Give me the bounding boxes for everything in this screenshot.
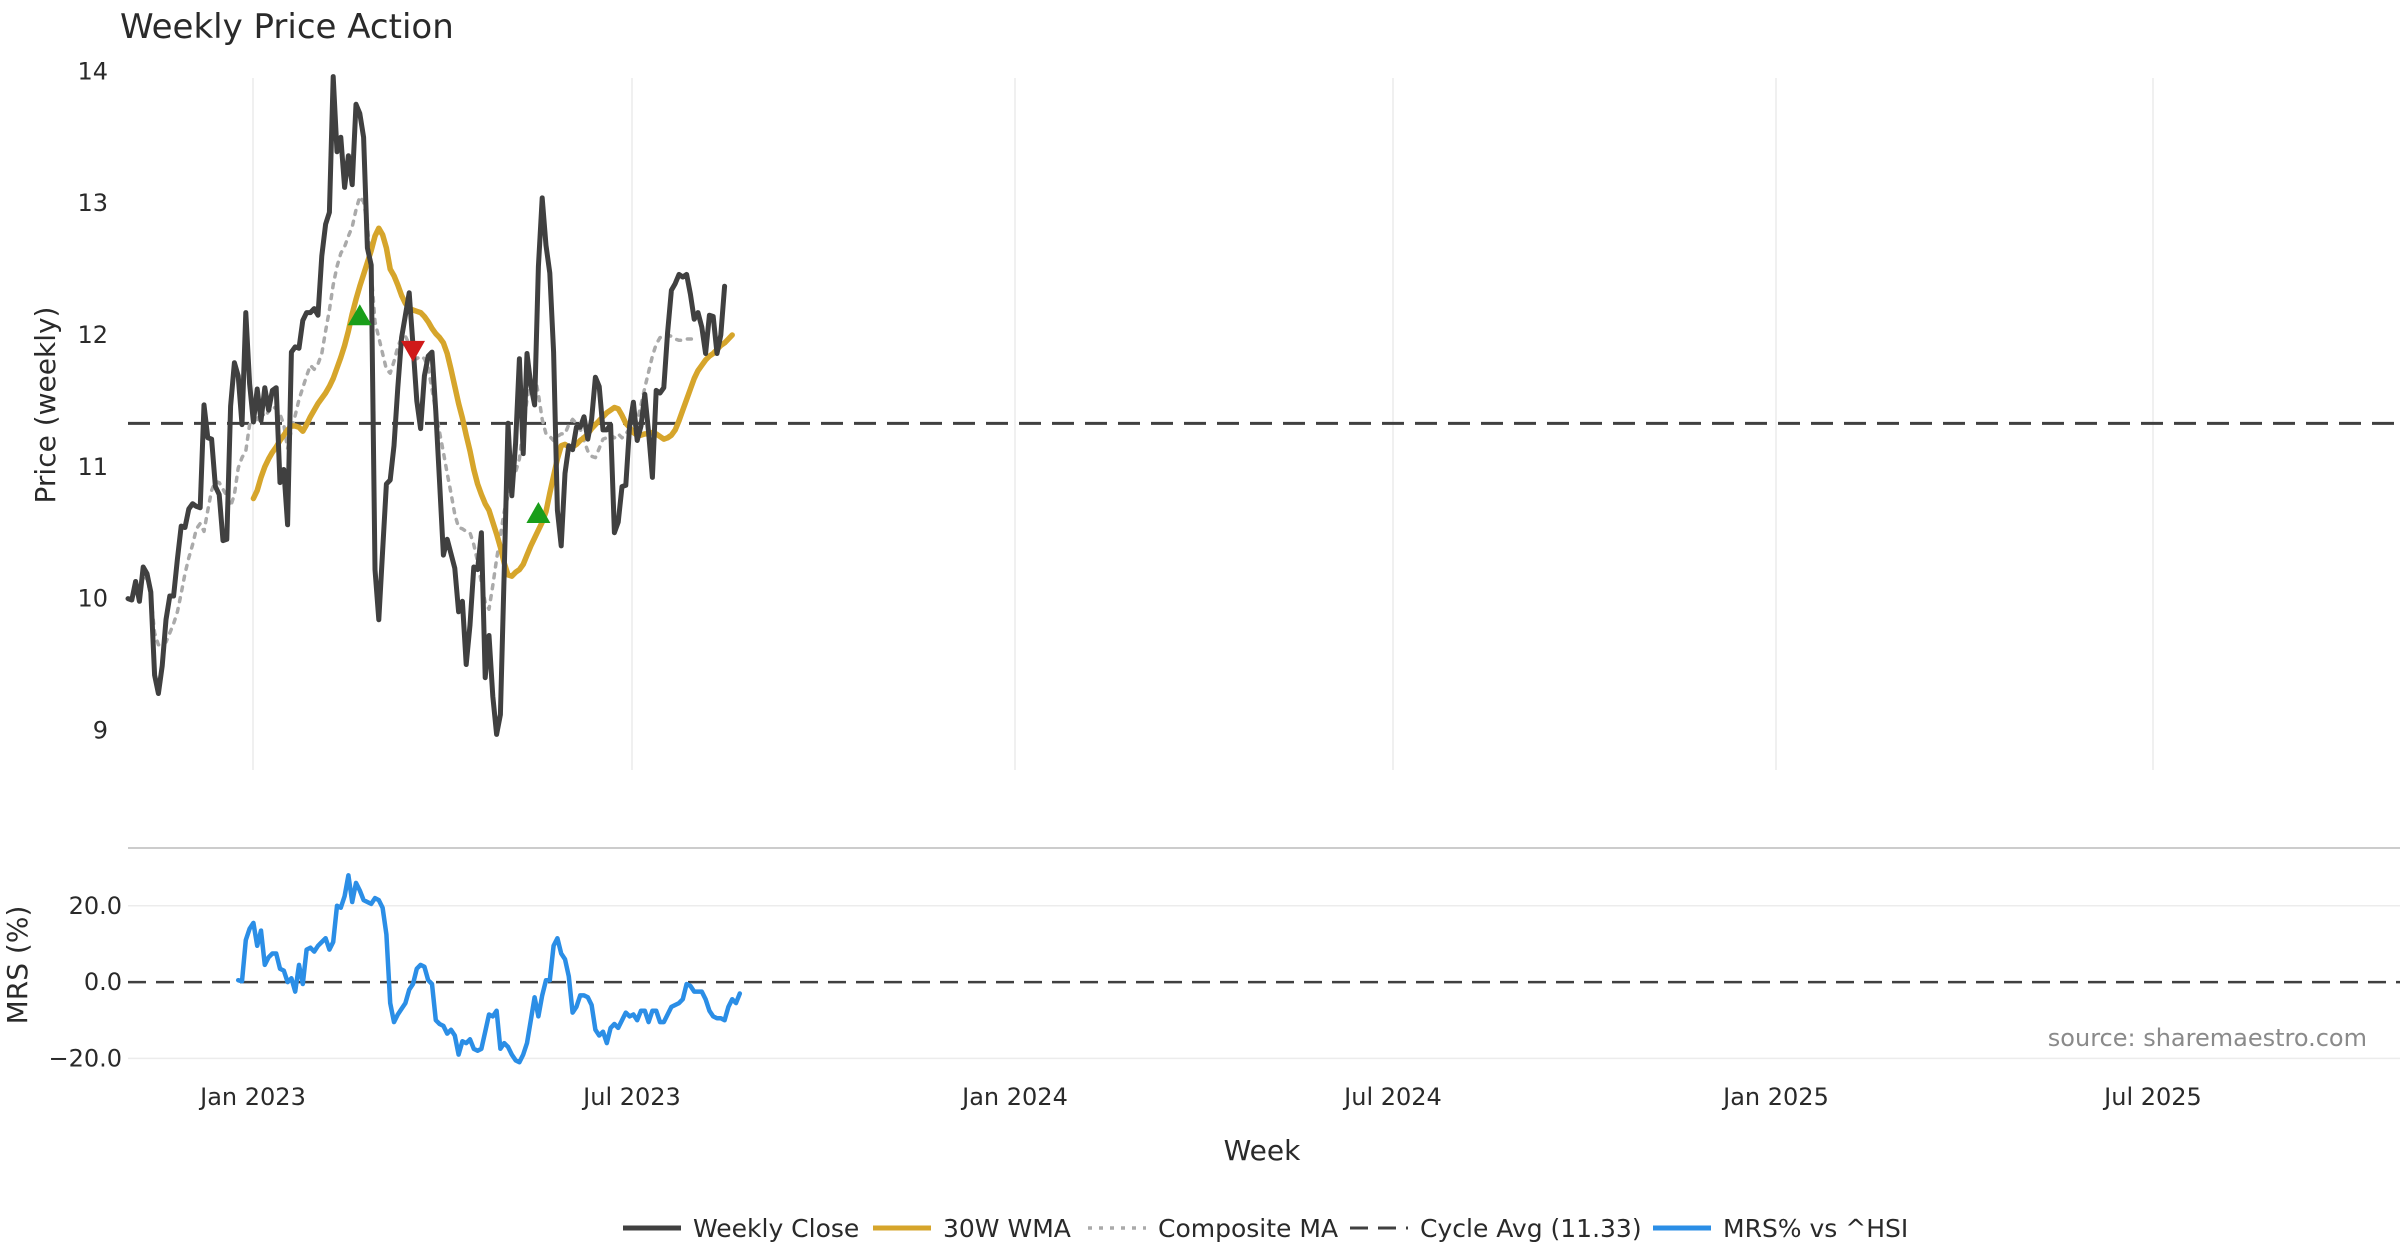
legend-label-2: Composite MA xyxy=(1158,1214,1338,1243)
x-tick-0: Jan 2023 xyxy=(198,1083,306,1111)
buy-signal-marker-2 xyxy=(526,501,551,523)
wma-30w-line xyxy=(250,225,735,579)
legend: Weekly Close 30W WMA Composite MA Cycle Avg… xyxy=(623,1214,1908,1243)
x-tick-2: Jan 2024 xyxy=(960,1083,1068,1111)
legend-label-1: 30W WMA xyxy=(943,1214,1071,1243)
mrs-line xyxy=(235,873,743,1065)
mrs-y-tick-1: 0.0 xyxy=(84,968,122,996)
legend-label-4: MRS% vs ^HSI xyxy=(1723,1214,1908,1243)
signal-markers xyxy=(347,304,551,523)
price-y-ticks: 9 10 11 12 13 14 xyxy=(77,57,108,744)
legend-label-3: Cycle Avg (11.33) xyxy=(1420,1214,1642,1243)
legend-label-0: Weekly Close xyxy=(693,1214,859,1243)
mrs-y-tick-0: 20.0 xyxy=(69,892,122,920)
mrs-y-ticks: 20.0 0.0 −20.0 xyxy=(48,892,122,1073)
composite-ma-line xyxy=(137,194,700,647)
price-axis-label: Price (weekly) xyxy=(29,307,62,504)
source-note: source: sharemaestro.com xyxy=(2048,1024,2367,1052)
x-tick-5: Jul 2025 xyxy=(2102,1083,2202,1111)
x-tick-1: Jul 2023 xyxy=(581,1083,681,1111)
sell-signal-marker-1 xyxy=(401,340,425,362)
chart-title: Weekly Price Action xyxy=(120,7,454,47)
price-y-tick-0: 9 xyxy=(93,716,108,744)
mrs-axis-label: MRS (%) xyxy=(1,906,34,1025)
x-axis-label: Week xyxy=(1224,1134,1301,1167)
buy-signal-marker-0 xyxy=(347,304,372,326)
x-tick-4: Jan 2025 xyxy=(1721,1083,1829,1111)
price-y-tick-2: 11 xyxy=(77,453,108,481)
price-y-tick-4: 13 xyxy=(77,189,108,217)
mrs-y-tick-2: −20.0 xyxy=(48,1044,122,1072)
price-y-tick-3: 12 xyxy=(77,321,108,349)
x-ticks: Jan 2023 Jul 2023 Jan 2024 Jul 2024 Jan 2025… xyxy=(198,1083,2202,1111)
price-y-tick-5: 14 xyxy=(77,57,108,85)
weekly-close-line xyxy=(125,74,728,737)
mrs-panel-grid xyxy=(128,905,2400,1060)
x-tick-3: Jul 2024 xyxy=(1342,1083,1442,1111)
price-y-tick-1: 10 xyxy=(77,585,108,613)
